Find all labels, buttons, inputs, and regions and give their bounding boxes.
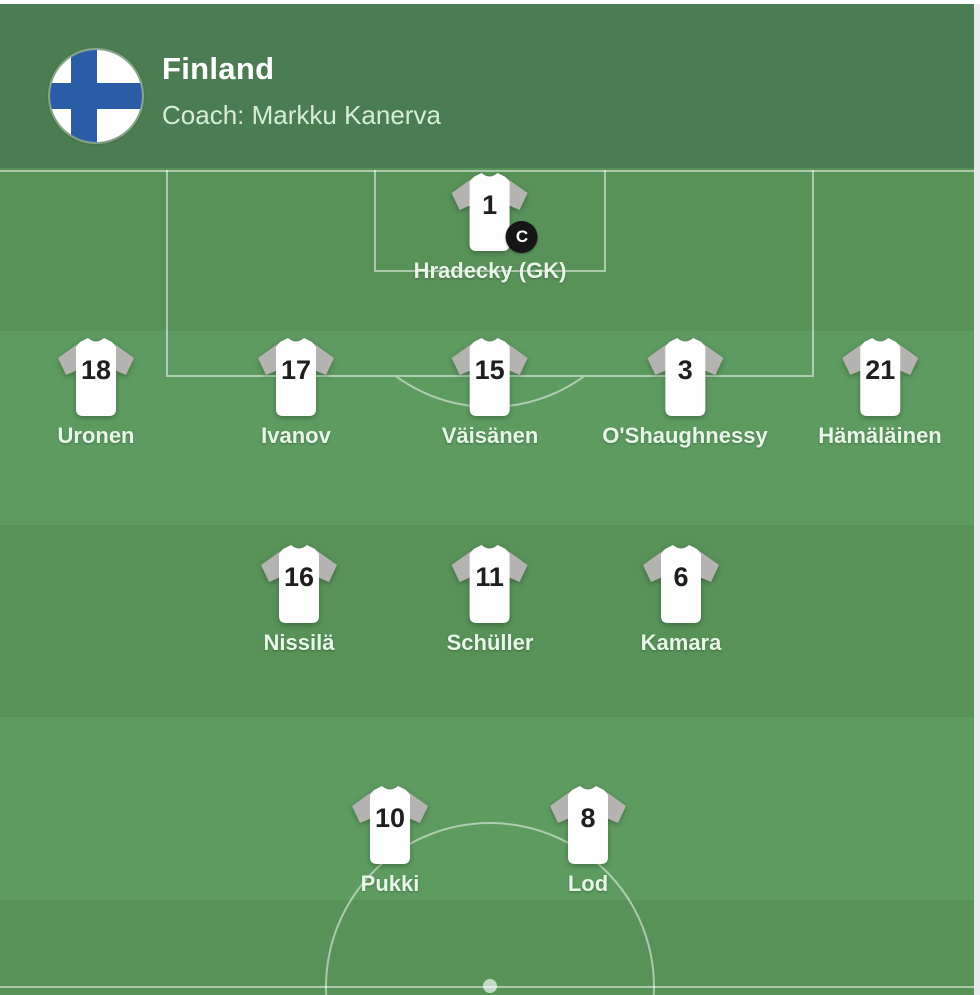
jersey-number: 11 <box>476 562 505 592</box>
right-gutter <box>974 3 980 995</box>
player-lod[interactable]: 8 Lod <box>545 786 631 897</box>
player-name: Väisänen <box>441 423 539 448</box>
player-name: Pukki <box>360 871 420 896</box>
player-name: Uronen <box>57 423 135 448</box>
jersey-icon: 17 <box>253 338 339 418</box>
finland-flag-icon <box>50 50 142 142</box>
player-name: Schüller <box>446 630 534 655</box>
jersey-number: 8 <box>580 803 595 833</box>
player-hamalainen[interactable]: 21 Hämäläinen <box>818 338 942 449</box>
player-name: Lod <box>567 871 609 896</box>
jersey-number: 21 <box>865 355 895 385</box>
team-header[interactable]: Finland Coach: Markku Kanerva <box>0 4 980 168</box>
player-vaisanen[interactable]: 15 Väisänen <box>441 338 539 449</box>
captain-badge: C <box>506 221 538 253</box>
jersey-number: 1 <box>482 190 497 220</box>
top-strip <box>0 0 980 4</box>
player-pukki[interactable]: 10 Pukki <box>347 786 433 897</box>
jersey-number: 17 <box>281 355 311 385</box>
flag-cross-vertical <box>71 50 97 142</box>
jersey-number: 15 <box>475 355 505 385</box>
team-name: Finland <box>162 51 275 86</box>
player-oshaughnessy[interactable]: 3 O'Shaughnessy <box>602 338 768 449</box>
player-schuller[interactable]: 11 Schüller <box>446 545 534 656</box>
coach-label: Coach: Markku Kanerva <box>162 100 441 130</box>
jersey-icon: 6 <box>638 545 724 625</box>
jersey-number: 3 <box>677 355 692 385</box>
center-spot <box>483 979 497 993</box>
player-name: Hämäläinen <box>818 423 942 448</box>
goal-line <box>0 170 980 172</box>
goal-area <box>374 170 606 272</box>
jersey-icon: 10 <box>347 786 433 866</box>
jersey-icon: 11 <box>447 545 533 625</box>
player-kamara[interactable]: 6 Kamara <box>638 545 724 656</box>
player-hradecky[interactable]: 1 C Hradecky (GK) <box>413 173 567 284</box>
jersey-number: 10 <box>375 803 405 833</box>
player-name: Nissilä <box>263 630 335 655</box>
player-name: Hradecky (GK) <box>413 258 567 283</box>
jersey-icon: 18 <box>53 338 139 418</box>
player-ivanov[interactable]: 17 Ivanov <box>253 338 339 449</box>
player-nissila[interactable]: 16 Nissilä <box>256 545 342 656</box>
jersey-icon: 15 <box>447 338 533 418</box>
player-uronen[interactable]: 18 Uronen <box>53 338 139 449</box>
jersey-icon: 21 <box>837 338 923 418</box>
jersey-icon: 3 <box>642 338 728 418</box>
player-name: Ivanov <box>261 423 331 448</box>
player-name: Kamara <box>640 630 722 655</box>
jersey-icon: 16 <box>256 545 342 625</box>
jersey-number: 16 <box>284 562 314 592</box>
jersey-icon: 1 <box>447 173 533 253</box>
player-name: O'Shaughnessy <box>602 423 768 448</box>
jersey-number: 6 <box>673 562 688 592</box>
jersey-number: 18 <box>81 355 111 385</box>
jersey-icon: 8 <box>545 786 631 866</box>
